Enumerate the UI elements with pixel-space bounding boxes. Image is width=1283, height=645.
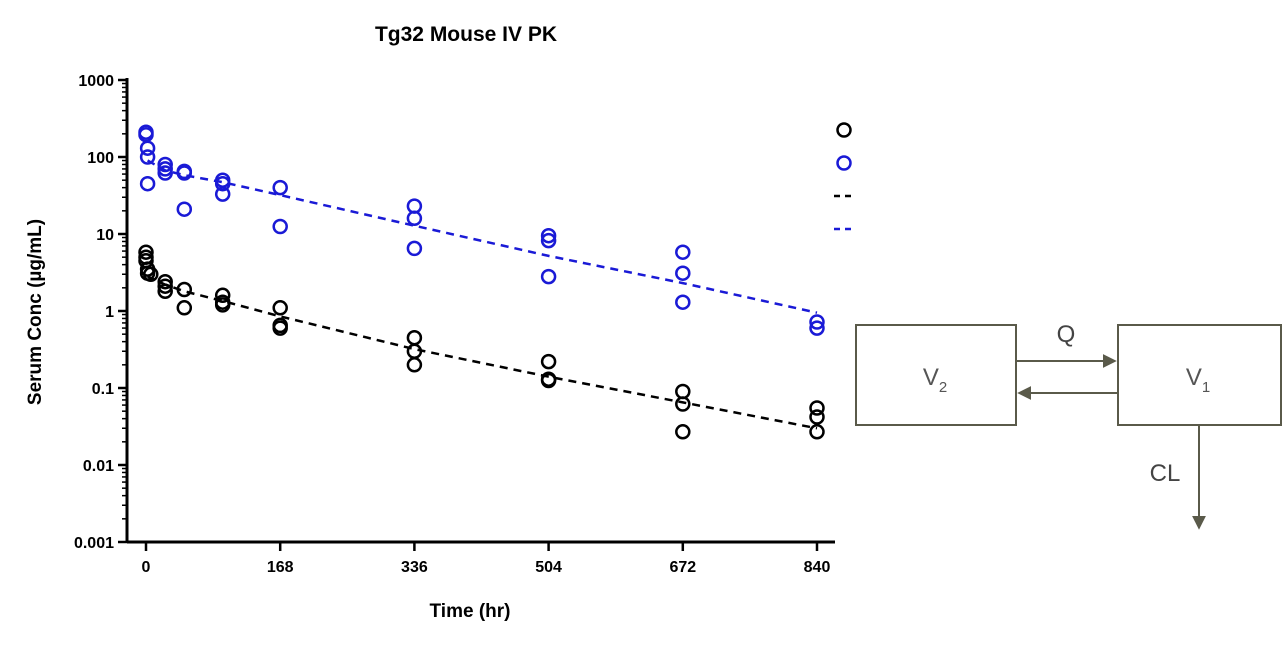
data-point: [272, 300, 288, 316]
chart-title: Tg32 Mouse IV PK: [375, 23, 557, 46]
x-tick-label: 672: [669, 559, 696, 576]
data-point: [157, 283, 173, 300]
data-point: [214, 297, 231, 313]
data-point: [540, 227, 557, 244]
data-points: [138, 124, 825, 440]
data-point: [176, 300, 193, 316]
data-point: [138, 244, 154, 260]
label-q: Q: [1057, 321, 1076, 348]
x-tick-label: 840: [804, 559, 831, 576]
data-point: [540, 372, 557, 389]
x-tick-label: 504: [535, 559, 562, 576]
predicted-lines: [146, 159, 818, 430]
data-point: [139, 149, 156, 165]
data-point: [809, 409, 825, 425]
data-point: [809, 424, 825, 440]
data-point: [809, 400, 825, 416]
y-tick-label: 100: [87, 150, 114, 167]
data-point: [540, 268, 557, 285]
y-tick-label: 0.01: [83, 458, 114, 475]
y-axis-label: Serum Conc (µg/mL): [25, 219, 46, 405]
y-tick-label: 1: [105, 304, 114, 321]
data-point: [675, 244, 691, 260]
data-point: [540, 232, 557, 249]
data-point: [139, 175, 156, 192]
data-point: [675, 396, 691, 412]
x-tick-label: 0: [142, 559, 151, 576]
data-point: [139, 140, 156, 156]
data-point: [540, 353, 557, 370]
data-point: [272, 179, 288, 196]
y-tick-label: 0.001: [74, 535, 114, 552]
y-tick-label: 10: [96, 227, 114, 244]
x-tick-label: 336: [401, 559, 428, 576]
data-point: [809, 314, 825, 330]
data-point: [214, 287, 231, 304]
data-point: [406, 357, 423, 373]
data-point: [675, 294, 691, 310]
data-point: [157, 165, 173, 181]
data-point: [406, 210, 423, 227]
legend-marker: [836, 122, 852, 138]
compartment-v2-box: [855, 324, 1017, 426]
legend: 6 µg (0.3 mpk)200 µg (10 mpk)6 µg (0.3 m…: [834, 122, 854, 231]
data-point: [675, 424, 691, 440]
x-tick-label: 168: [267, 559, 294, 576]
axes: 0.001 0.01 0.1 1 10 100 1000 0 168 336 504 672 840: [74, 73, 835, 576]
label-cl: CL: [1150, 460, 1181, 487]
data-point: [157, 273, 173, 290]
legend-marker: [836, 155, 852, 171]
pk-chart: Tg32 Mouse IV PK 0.0010.010.111010010000…: [25, 23, 854, 622]
data-point: [272, 218, 288, 235]
y-tick-label: 1000: [78, 73, 114, 90]
data-point: [143, 266, 159, 283]
data-point: [157, 156, 173, 173]
data-point: [176, 201, 193, 217]
data-point: [406, 240, 423, 257]
predicted-line: [146, 159, 818, 314]
data-point: [809, 320, 825, 336]
data-point: [214, 186, 231, 202]
data-point: [272, 320, 288, 336]
x-axis-label: Time (hr): [430, 601, 511, 622]
predicted-line: [147, 275, 818, 430]
data-point: [157, 278, 173, 294]
y-tick-label: 0.1: [92, 381, 114, 398]
data-point: [176, 165, 193, 181]
label-v1: V1: [1186, 364, 1210, 396]
label-v2: V2: [923, 364, 947, 396]
data-point: [176, 281, 193, 298]
data-point: [214, 175, 231, 192]
data-point: [675, 265, 691, 281]
compartment-v1-box: [1117, 324, 1282, 426]
